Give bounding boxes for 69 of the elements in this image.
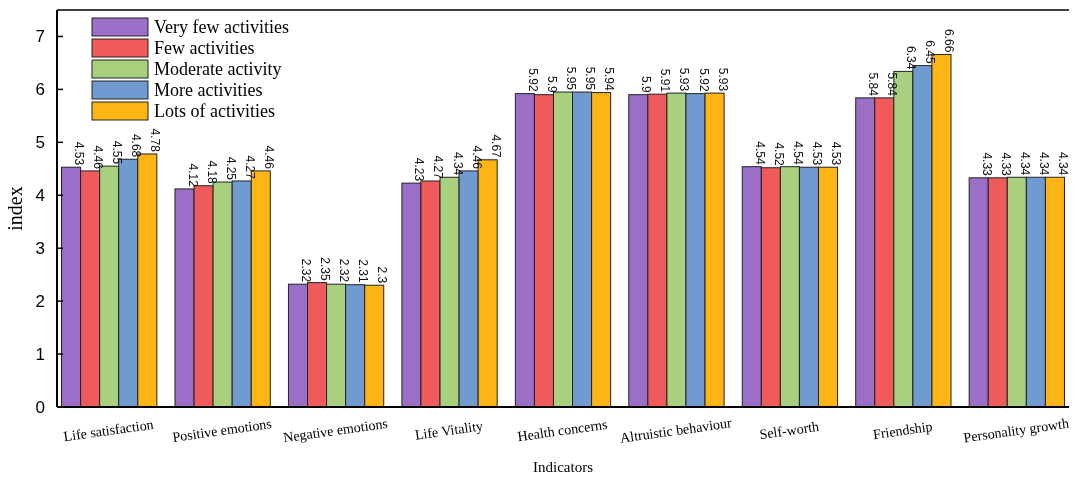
data-label: 2.31 <box>356 259 371 284</box>
data-label: 4.34 <box>1036 151 1051 176</box>
data-label: 4.46 <box>261 145 276 170</box>
legend-label: Moderate activity <box>154 59 282 80</box>
y-tick-label: 3 <box>35 239 45 259</box>
legend-label: More activities <box>154 80 263 101</box>
y-tick-label: 4 <box>35 186 45 206</box>
x-tick-label: Negative emotions <box>282 415 389 446</box>
x-tick-label: Health concerns <box>516 416 609 445</box>
data-label: 5.9 <box>544 76 559 94</box>
y-tick-label: 0 <box>35 397 45 417</box>
data-label: 4.68 <box>129 133 144 158</box>
data-label: 5.93 <box>715 67 730 92</box>
x-tick-label: Personality growth <box>962 415 1070 446</box>
x-tick-label: Altruistic behaviour <box>619 415 733 446</box>
legend-label: Lots of activities <box>154 101 275 122</box>
data-label: 5.92 <box>525 68 540 92</box>
data-label: 4.54 <box>790 141 805 165</box>
data-label: 5.93 <box>677 67 692 92</box>
data-label: 6.45 <box>923 40 938 64</box>
data-label: 4.27 <box>242 155 257 180</box>
data-label: 5.9 <box>639 76 654 94</box>
data-label: 4.23 <box>412 157 427 182</box>
data-label: 4.33 <box>998 152 1013 177</box>
y-tick-label: 6 <box>35 80 45 100</box>
data-label: 5.91 <box>658 68 673 93</box>
data-label: 5.84 <box>866 72 881 97</box>
data-label: 4.52 <box>771 142 786 167</box>
data-label: 5.95 <box>583 66 598 91</box>
y-tick-label: 7 <box>35 27 45 47</box>
x-tick-label: Self-worth <box>758 418 820 443</box>
data-label: 4.33 <box>979 152 994 177</box>
data-label: 4.18 <box>204 160 219 185</box>
data-label: 5.84 <box>885 72 900 97</box>
data-label: 2.32 <box>337 258 352 283</box>
y-tick-label: 1 <box>35 345 45 365</box>
data-label: 4.78 <box>148 128 163 153</box>
legend-label: Few activities <box>154 38 255 59</box>
y-axis-title: index <box>4 186 26 231</box>
data-label: 6.34 <box>904 46 919 70</box>
data-label: 4.46 <box>469 145 484 170</box>
data-label: 4.55 <box>110 140 125 165</box>
data-label: 5.92 <box>696 68 711 92</box>
data-label: 4.27 <box>431 155 446 180</box>
data-label: 4.34 <box>450 151 465 176</box>
data-label: 4.53 <box>72 141 87 166</box>
data-label: 4.12 <box>185 163 200 188</box>
data-label: 5.95 <box>564 66 578 91</box>
data-label: 2.3 <box>375 266 390 284</box>
data-label: 6.66 <box>942 29 957 53</box>
data-label: 4.67 <box>488 134 503 159</box>
data-label: 2.32 <box>298 258 313 283</box>
data-label: 4.54 <box>752 141 767 165</box>
data-label: 4.34 <box>1017 151 1032 176</box>
x-tick-label: Life satisfaction <box>62 416 155 445</box>
y-tick-label: 2 <box>35 292 45 312</box>
data-label: 4.53 <box>809 141 824 166</box>
x-tick-label: Friendship <box>872 418 934 443</box>
data-label: 5.94 <box>602 67 617 91</box>
legend-label: Very few activities <box>154 17 289 38</box>
data-label: 4.46 <box>91 145 106 170</box>
x-axis-title: Indicators <box>533 459 594 475</box>
x-tick-label: Life Vitality <box>413 418 484 443</box>
x-tick-label: Positive emotions <box>171 416 273 445</box>
data-label: 2.35 <box>318 257 333 281</box>
data-label: 4.34 <box>1055 151 1070 176</box>
y-tick-label: 5 <box>35 133 45 153</box>
data-label: 4.25 <box>223 156 238 181</box>
data-label: 4.53 <box>829 141 844 166</box>
